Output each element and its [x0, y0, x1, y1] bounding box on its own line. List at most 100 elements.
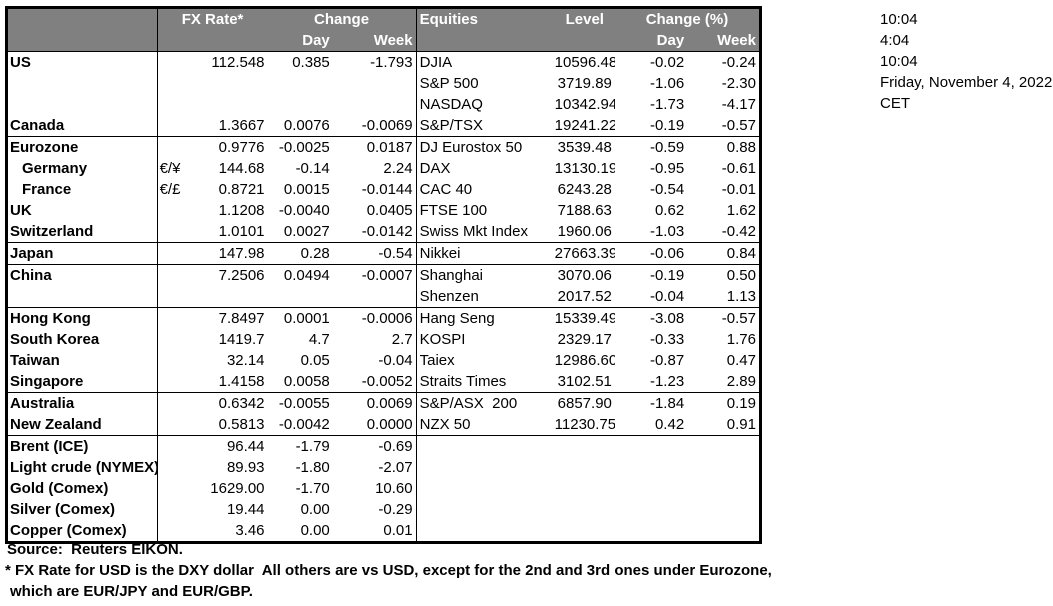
date-line: Friday, November 4, 2022 [880, 74, 1053, 91]
fx-day-cell: 0.0015 [283, 181, 330, 198]
fx-week-cell: -0.69 [332, 435, 417, 457]
table-row: Germany €/¥ 144.68 -0.14 2.24 DAX 13130.19 -0.9… [6, 158, 761, 179]
eq-day-cell: 0.62 [654, 202, 685, 219]
equity-name-cell: Swiss Mkt Index [416, 221, 555, 243]
equity-name-cell: Straits Times [416, 371, 555, 393]
equities-header: Equities [416, 7, 555, 30]
eq-week-cell: -0.42 [687, 221, 761, 243]
fx-day-cell: -0.0042 [267, 414, 333, 436]
fx-day-cell: 0.00 [300, 501, 330, 518]
fx-day-cell: 0.0058 [267, 371, 333, 393]
eq-day-cell: -0.59 [649, 139, 685, 156]
fx-day-cell: 0.0076 [267, 115, 333, 137]
fx-rate-cell: 1419.7 [218, 331, 265, 348]
fx-rate-header: FX Rate* [157, 7, 268, 30]
eq-week-cell: 1.76 [726, 331, 756, 348]
country-cell: Gold (Comex) [6, 478, 158, 499]
pair-cell [157, 478, 187, 499]
country-cell: Eurozone [6, 136, 158, 158]
fx-week-cell: -2.07 [332, 457, 417, 478]
fx-rate-cell: 1.4158 [187, 371, 268, 393]
level-cell: 3070.06 [557, 267, 612, 284]
eq-week-cell: 2.89 [687, 371, 761, 393]
corner-cell [6, 7, 158, 30]
level-cell: 13130.19 [554, 160, 615, 177]
eq-day-cell: -0.06 [614, 242, 688, 265]
equity-name-cell: Taiex [419, 352, 455, 369]
fx-day-cell: 4.7 [308, 331, 330, 348]
fx-rate-cell: 96.44 [226, 438, 265, 455]
eq-day-cell [615, 457, 687, 478]
eq-day-cell: -0.54 [649, 181, 685, 198]
eq-day-cell: -0.87 [649, 352, 685, 369]
eq-week-cell: 0.91 [687, 414, 761, 436]
eq-day-cell: -0.02 [649, 54, 685, 71]
time-line: 10:04 [880, 53, 918, 70]
equity-name-cell: NZX 50 [416, 414, 555, 436]
pair-cell [157, 350, 187, 371]
fx-week-cell: -0.0144 [332, 179, 417, 200]
fx-week-cell: 2.7 [332, 329, 417, 350]
eq-week-cell: 0.88 [726, 139, 756, 156]
fx-week-cell: -0.0007 [332, 264, 417, 286]
change-pct-header: Change (%) [614, 7, 761, 30]
level-cell: 6243.28 [557, 181, 612, 198]
country-cell: Copper (Comex) [6, 520, 158, 543]
level-cell: 7188.63 [557, 202, 612, 219]
eq-day-cell [615, 478, 687, 499]
fx-week-cell [332, 73, 417, 94]
eq-week-cell [687, 499, 760, 520]
table-row: Australia 0.6342 -0.0055 0.0069 S&P/ASX 200 6… [6, 392, 761, 414]
fx-day-cell: -1.80 [295, 459, 330, 476]
table-row: Brent (ICE) 96.44 -1.79 -0.69 [6, 435, 761, 458]
eq-week-cell: -0.01 [721, 181, 756, 198]
eq-week-cell [687, 436, 760, 458]
country-cell: China [6, 264, 158, 286]
table-row: Copper (Comex) 3.46 0.00 0.01 [6, 520, 761, 543]
level-cell: 10596.48 [554, 54, 615, 71]
eq-week-cell: 0.19 [726, 395, 756, 412]
table-row: Gold (Comex) 1629.00 -1.70 10.60 [6, 478, 761, 499]
eq-day-cell: -0.33 [649, 331, 685, 348]
fx-rate-cell: 0.5813 [187, 414, 268, 436]
eq-day-cell: -1.06 [649, 75, 685, 92]
level-cell [555, 478, 615, 499]
eq-week-cell: -0.57 [687, 115, 761, 137]
fx-footnote-line-1: * FX Rate for USD is the DXY dollar All … [5, 562, 772, 579]
eq-day-cell [615, 499, 687, 520]
fx-change-header: Change [267, 7, 417, 30]
pair-cell [157, 137, 187, 159]
timezone-line: CET [880, 95, 910, 112]
equity-name-cell: S&P/TSX [416, 115, 555, 137]
fx-rate-cell [187, 94, 267, 115]
country-cell: South Korea [6, 329, 158, 350]
eq-day-cell [615, 520, 687, 543]
table-row: Taiwan 32.14 0.05 -0.04 Taiex 12986.60 -0.87 0.… [6, 350, 761, 371]
fx-rate-cell [187, 73, 267, 94]
eq-week-cell: -0.61 [721, 160, 756, 177]
fx-day-cell: 0.00 [300, 522, 330, 539]
eq-week-cell: 1.62 [726, 202, 756, 219]
pair-cell [157, 499, 187, 520]
fx-week-header: Week [332, 30, 417, 52]
equity-name-cell: CAC 40 [419, 181, 473, 198]
country-cell: Brent (ICE) [6, 435, 158, 457]
table-row: South Korea 1419.7 4.7 2.7 KOSPI 2329.17 -0.33… [6, 329, 761, 350]
fx-rate-cell: 1.3667 [187, 115, 268, 137]
country-cell: Hong Kong [6, 307, 158, 329]
fx-week-cell: 0.0069 [332, 392, 417, 414]
eq-week-header: Week [687, 30, 761, 52]
country-cell [6, 94, 158, 115]
fx-week-cell: 10.60 [332, 478, 417, 499]
fx-equities-table: FX Rate* Change Equities Level Change (%… [5, 6, 762, 544]
fx-day-cell: -0.14 [295, 160, 330, 177]
level-cell: 2329.17 [557, 331, 612, 348]
fx-week-cell: -0.0069 [332, 115, 417, 137]
eq-day-cell [615, 436, 687, 458]
header-spacer [554, 30, 615, 52]
equity-name-cell: DJIA [419, 54, 453, 71]
table-row: NASDAQ 10342.94 -1.73 -4.17 [6, 94, 761, 115]
country-cell: US [6, 51, 158, 73]
level-cell: 2017.52 [554, 286, 615, 308]
fx-day-cell [268, 94, 333, 115]
